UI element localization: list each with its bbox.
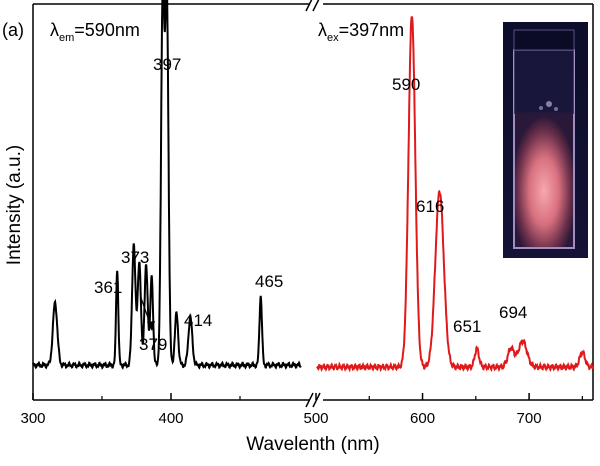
x-tick-label: 700: [517, 410, 542, 427]
cuvette-glow: [514, 112, 574, 248]
axis-break-top: [305, 0, 320, 12]
excitation-spectrum-line: [32, 0, 302, 370]
x-axis-title: Wavelenth (nm): [246, 434, 379, 455]
panel-label: (a): [2, 20, 24, 40]
annotation-arrow: [140, 297, 155, 331]
x-axis-ticks: 300 400 500 600 700: [20, 393, 583, 427]
x-tick-label: 500: [303, 410, 328, 427]
peak-label-694: 694: [499, 303, 527, 322]
y-axis-title: Intensity (a.u.): [4, 145, 25, 265]
emission-spectrum-line: [316, 15, 594, 373]
peak-label-414: 414: [184, 311, 212, 330]
peak-label-651: 651: [453, 317, 481, 336]
inset-photo: [503, 22, 588, 258]
x-tick-label: 300: [20, 410, 45, 427]
peak-label-373: 373: [121, 248, 149, 267]
x-tick-label: 600: [410, 410, 435, 427]
emission-annotation: λex=397nm: [318, 20, 404, 44]
peak-label-379: 379: [139, 335, 167, 354]
peak-label-590: 590: [392, 75, 420, 94]
peak-label-361: 361: [94, 278, 122, 297]
peak-label-465: 465: [255, 272, 283, 291]
peak-label-397: 397: [153, 55, 181, 74]
excitation-annotation: λem=590nm: [50, 20, 140, 44]
x-tick-label: 400: [158, 410, 183, 427]
peak-label-616: 616: [416, 197, 444, 216]
